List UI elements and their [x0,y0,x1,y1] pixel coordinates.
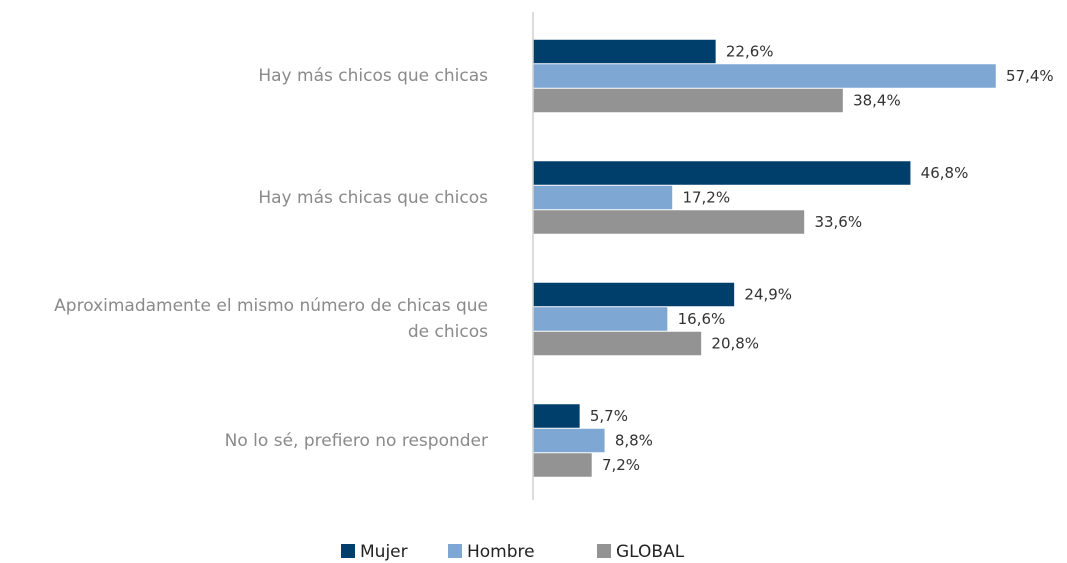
value-label: 33,6% [814,213,862,231]
value-label: 20,8% [711,335,759,353]
legend-swatch [341,544,355,558]
bar [533,453,592,477]
value-label: 24,9% [744,286,792,304]
bar [533,185,673,210]
bar [533,88,843,113]
bar [533,404,580,428]
legend-swatch [448,544,462,558]
value-label: 5,7% [590,407,628,425]
bar [533,64,996,88]
value-label: 8,8% [615,432,653,450]
legend-label: Hombre [467,542,535,562]
bar [533,210,805,234]
category-label: Aproximadamente el mismo número de chica… [54,296,488,342]
bar [533,39,716,64]
value-label: 46,8% [921,164,969,182]
bar [533,161,911,185]
bar [533,307,668,331]
value-label: 7,2% [602,456,640,474]
value-label: 16,6% [678,310,726,328]
legend-label: GLOBAL [616,542,685,562]
bar [533,331,702,356]
category-label: Hay más chicos que chicas [258,66,488,86]
value-label: 57,4% [1006,67,1054,85]
legend-label: Mujer [360,542,408,562]
category-label: No lo sé, prefiero no responder [224,430,488,451]
value-label: 38,4% [853,92,901,110]
bar [533,428,605,453]
bar [533,282,735,307]
value-label: 17,2% [682,189,730,207]
legend-swatch [597,544,611,558]
category-label: Hay más chicas que chicos [258,187,488,208]
value-label: 22,6% [726,43,774,61]
